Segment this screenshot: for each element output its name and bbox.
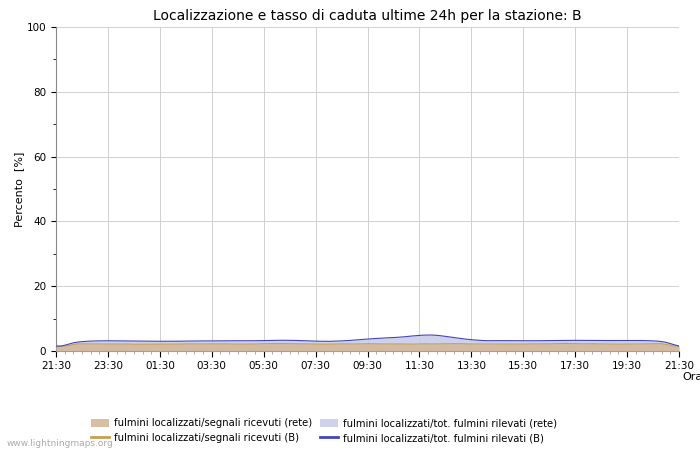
Y-axis label: Percento  [%]: Percento [%] (14, 151, 24, 227)
Legend: fulmini localizzati/segnali ricevuti (rete), fulmini localizzati/segnali ricevut: fulmini localizzati/segnali ricevuti (re… (91, 418, 557, 443)
Title: Localizzazione e tasso di caduta ultime 24h per la stazione: B: Localizzazione e tasso di caduta ultime … (153, 9, 582, 23)
Text: Orario: Orario (682, 372, 700, 382)
Text: www.lightningmaps.org: www.lightningmaps.org (7, 439, 113, 448)
